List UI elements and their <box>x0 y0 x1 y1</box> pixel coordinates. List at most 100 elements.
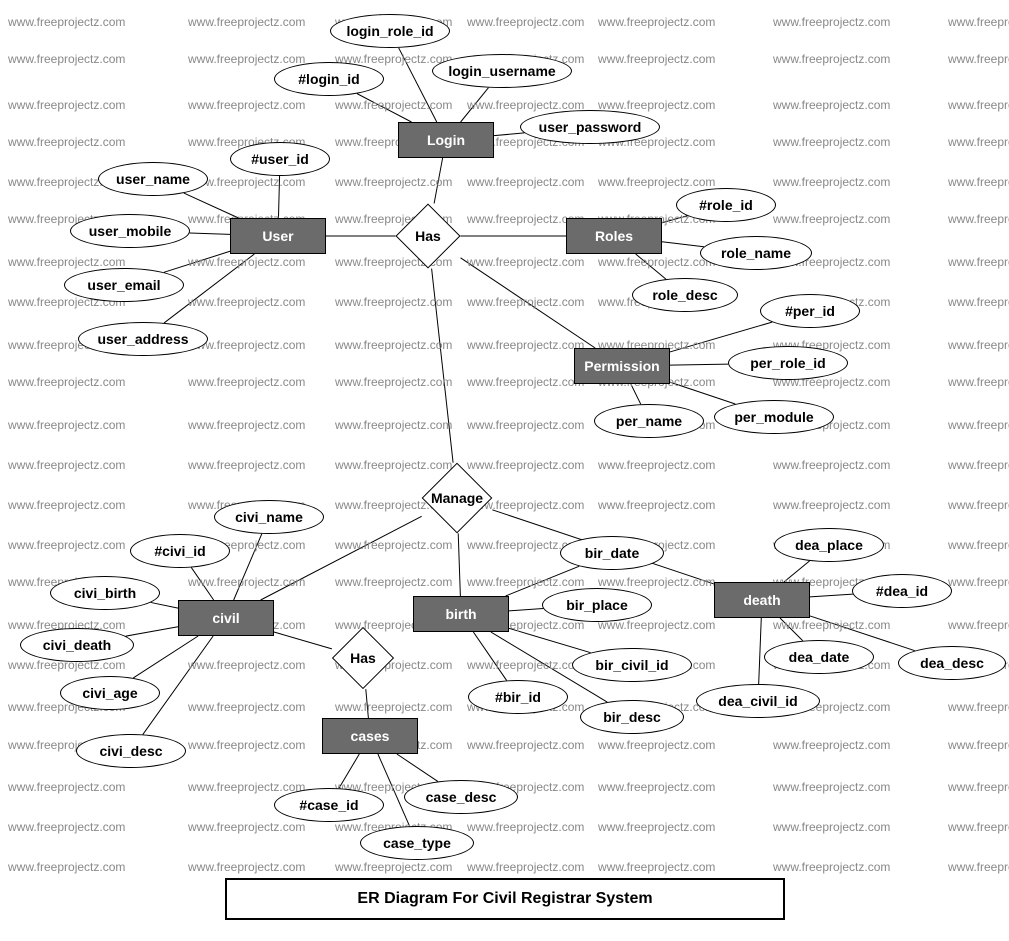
entity-roles: Roles <box>566 218 662 254</box>
watermark-text: www.freeprojectz.com <box>467 175 584 189</box>
watermark-text: www.freeprojectz.com <box>598 820 715 834</box>
attribute-dea_place: dea_place <box>774 528 884 562</box>
watermark-text: www.freeprojectz.com <box>467 575 584 589</box>
attribute-label: dea_civil_id <box>718 693 797 709</box>
watermark-text: www.freeprojectz.com <box>8 255 125 269</box>
attribute-bir_desc: bir_desc <box>580 700 684 734</box>
attribute-bir_civil_id: bir_civil_id <box>572 648 692 682</box>
attribute-dea_date: dea_date <box>764 640 874 674</box>
attribute-label: login_role_id <box>346 23 433 39</box>
watermark-text: www.freeprojectz.com <box>335 700 452 714</box>
attribute-user_id: #user_id <box>230 142 330 176</box>
watermark-text: www.freeprojectz.com <box>188 780 305 794</box>
watermark-text: www.freeprojectz.com <box>335 538 452 552</box>
attribute-label: civi_birth <box>74 585 136 601</box>
watermark-text: www.freeprojectz.com <box>598 98 715 112</box>
watermark-text: www.freeprojectz.com <box>948 738 1009 752</box>
watermark-text: www.freeprojectz.com <box>948 98 1009 112</box>
attribute-label: #login_id <box>298 71 359 87</box>
watermark-text: www.freeprojectz.com <box>598 255 715 269</box>
watermark-text: www.freeprojectz.com <box>773 52 890 66</box>
entity-label: birth <box>445 606 476 622</box>
attribute-label: per_name <box>616 413 682 429</box>
attribute-label: #per_id <box>785 303 835 319</box>
watermark-text: www.freeprojectz.com <box>598 780 715 794</box>
attribute-label: dea_date <box>789 649 850 665</box>
attribute-civi_name: civi_name <box>214 500 324 534</box>
watermark-text: www.freeprojectz.com <box>948 212 1009 226</box>
watermark-text: www.freeprojectz.com <box>188 295 305 309</box>
watermark-text: www.freeprojectz.com <box>948 135 1009 149</box>
attribute-dea_civil_id: dea_civil_id <box>696 684 820 718</box>
attribute-label: per_role_id <box>750 355 825 371</box>
watermark-text: www.freeprojectz.com <box>335 375 452 389</box>
watermark-text: www.freeprojectz.com <box>8 375 125 389</box>
attribute-case_id: #case_id <box>274 788 384 822</box>
attribute-bir_place: bir_place <box>542 588 652 622</box>
attribute-case_type: case_type <box>360 826 474 860</box>
attribute-role_id: #role_id <box>676 188 776 222</box>
attribute-label: dea_place <box>795 537 863 553</box>
watermark-text: www.freeprojectz.com <box>773 98 890 112</box>
entity-label: death <box>743 592 780 608</box>
attribute-user_mobile: user_mobile <box>70 214 190 248</box>
attribute-label: user_password <box>539 119 642 135</box>
watermark-text: www.freeprojectz.com <box>188 575 305 589</box>
watermark-text: www.freeprojectz.com <box>335 295 452 309</box>
attribute-label: civi_name <box>235 509 303 525</box>
watermark-text: www.freeprojectz.com <box>773 738 890 752</box>
watermark-text: www.freeprojectz.com <box>948 618 1009 632</box>
watermark-text: www.freeprojectz.com <box>188 255 305 269</box>
watermark-text: www.freeprojectz.com <box>948 175 1009 189</box>
attribute-label: bir_civil_id <box>595 657 668 673</box>
entity-cases: cases <box>322 718 418 754</box>
watermark-text: www.freeprojectz.com <box>8 780 125 794</box>
attribute-label: role_name <box>721 245 791 261</box>
attribute-label: civi_age <box>82 685 137 701</box>
watermark-text: www.freeprojectz.com <box>773 618 890 632</box>
attribute-civi_age: civi_age <box>60 676 160 710</box>
watermark-text: www.freeprojectz.com <box>948 700 1009 714</box>
attribute-civi_id: #civi_id <box>130 534 230 568</box>
watermark-text: www.freeprojectz.com <box>467 375 584 389</box>
entity-birth: birth <box>413 596 509 632</box>
attribute-label: bir_place <box>566 597 627 613</box>
watermark-text: www.freeprojectz.com <box>948 860 1009 874</box>
watermark-text: www.freeprojectz.com <box>773 860 890 874</box>
watermark-text: www.freeprojectz.com <box>948 458 1009 472</box>
entity-label: Roles <box>595 228 633 244</box>
watermark-text: www.freeprojectz.com <box>773 175 890 189</box>
attribute-label: #bir_id <box>495 689 541 705</box>
attribute-per_id: #per_id <box>760 294 860 328</box>
watermark-text: www.freeprojectz.com <box>335 338 452 352</box>
watermark-text: www.freeprojectz.com <box>467 738 584 752</box>
caption-box: ER Diagram For Civil Registrar System <box>225 878 785 920</box>
watermark-text: www.freeprojectz.com <box>467 658 584 672</box>
attribute-per_role_id: per_role_id <box>728 346 848 380</box>
watermark-text: www.freeprojectz.com <box>773 212 890 226</box>
watermark-text: www.freeprojectz.com <box>598 575 715 589</box>
attribute-label: dea_desc <box>920 655 984 671</box>
attribute-label: login_username <box>448 63 555 79</box>
attribute-label: user_mobile <box>89 223 171 239</box>
entity-permission: Permission <box>574 348 670 384</box>
attribute-label: per_module <box>734 409 813 425</box>
attribute-user_name: user_name <box>98 162 208 196</box>
entity-label: civil <box>212 610 239 626</box>
watermark-text: www.freeprojectz.com <box>948 538 1009 552</box>
attribute-per_name: per_name <box>594 404 704 438</box>
watermark-text: www.freeprojectz.com <box>188 52 305 66</box>
attribute-label: bir_desc <box>603 709 661 725</box>
watermark-text: www.freeprojectz.com <box>598 175 715 189</box>
attribute-case_desc: case_desc <box>404 780 518 814</box>
watermark-text: www.freeprojectz.com <box>188 700 305 714</box>
watermark-text: www.freeprojectz.com <box>773 135 890 149</box>
watermark-text: www.freeprojectz.com <box>335 418 452 432</box>
watermark-text: www.freeprojectz.com <box>8 458 125 472</box>
watermark-text: www.freeprojectz.com <box>335 575 452 589</box>
watermark-text: www.freeprojectz.com <box>948 820 1009 834</box>
relationship-has_top: Has <box>405 213 451 259</box>
attribute-label: user_email <box>87 277 160 293</box>
attribute-civi_desc: civi_desc <box>76 734 186 768</box>
watermark-text: www.freeprojectz.com <box>188 860 305 874</box>
